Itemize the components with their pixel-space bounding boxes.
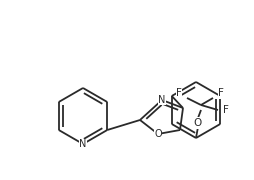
Text: F: F bbox=[217, 88, 223, 98]
Text: O: O bbox=[193, 118, 201, 128]
Text: N: N bbox=[158, 95, 165, 105]
Text: N: N bbox=[79, 139, 86, 149]
Text: F: F bbox=[175, 88, 181, 98]
Text: O: O bbox=[154, 129, 161, 139]
Text: F: F bbox=[222, 105, 228, 115]
